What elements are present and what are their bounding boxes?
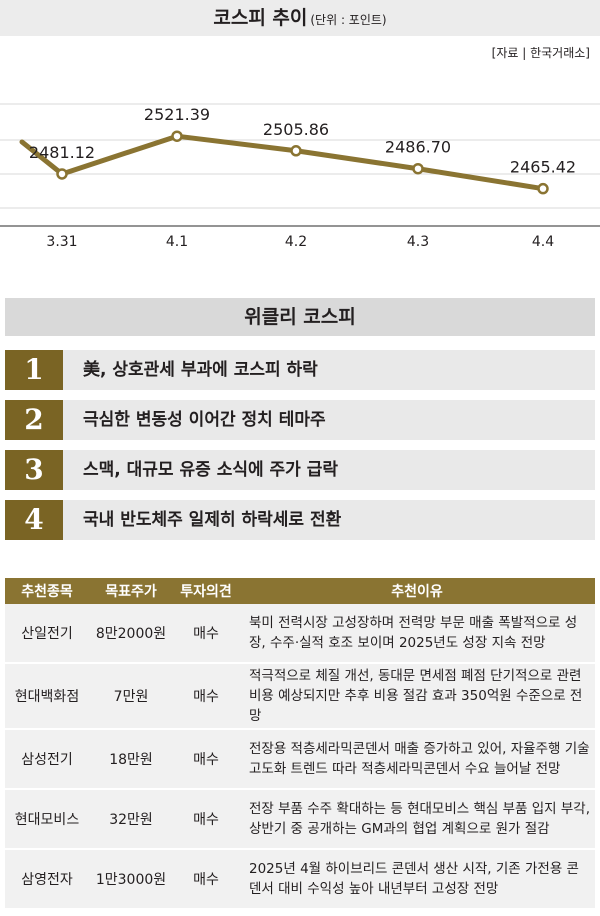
target-cell: 18만원 xyxy=(89,729,173,790)
target-cell: 1만3000원 xyxy=(89,849,173,908)
data-point xyxy=(537,182,549,195)
opinion-cell: 매수 xyxy=(173,789,239,850)
opinion-cell: 매수 xyxy=(173,729,239,790)
rank-badge: 3 xyxy=(5,450,63,490)
data-label: 2465.42 xyxy=(510,158,576,177)
opinion-cell: 매수 xyxy=(173,849,239,908)
rank-badge: 2 xyxy=(5,400,63,440)
chart-title: 코스피 추이 xyxy=(213,7,308,29)
stock-cell: 삼성전기 xyxy=(5,729,89,790)
target-cell: 7만원 xyxy=(89,663,173,730)
stock-cell: 현대모비스 xyxy=(5,789,89,850)
x-tick-label: 3.31 xyxy=(46,234,77,250)
header-stock: 추천종목 xyxy=(5,578,89,604)
data-point xyxy=(412,162,424,175)
recommendation-table: 추천종목 목표주가 투자의견 추천이유 산일전기 8만2000원 매수 북미 전… xyxy=(5,578,595,908)
opinion-cell: 매수 xyxy=(173,663,239,730)
data-point xyxy=(171,130,183,142)
rank-headline: 국내 반도체주 일제히 하락세로 전환 xyxy=(83,510,342,530)
weekly-item-4: 4 국내 반도체주 일제히 하락세로 전환 xyxy=(5,500,595,540)
data-label: 2481.12 xyxy=(29,143,95,162)
x-tick-label: 4.4 xyxy=(532,234,554,250)
data-label: 2486.70 xyxy=(385,138,451,157)
table-row: 삼영전자 1만3000원 매수 2025년 4월 하이브리드 콘덴서 생산 시작… xyxy=(5,849,595,908)
reason-cell: 북미 전력시장 고성장하며 전력망 부문 매출 폭발적으로 성장, 수주·실적 … xyxy=(239,604,595,664)
chart-unit: (단위 : 포인트) xyxy=(310,13,387,27)
reason-cell: 전장용 적층세라믹콘덴서 매출 증가하고 있어, 자율주행 기술 고도화 트렌드… xyxy=(239,729,595,790)
stock-cell: 현대백화점 xyxy=(5,663,89,730)
reason-cell: 전장 부품 수주 확대하는 등 현대모비스 핵심 부품 입지 부각, 상반기 중… xyxy=(239,789,595,850)
header-opinion: 투자의견 xyxy=(173,578,239,604)
table-row: 현대백화점 7만원 매수 적극적으로 체질 개선, 동대문 면세점 폐점 단기적… xyxy=(5,663,595,730)
table-row: 산일전기 8만2000원 매수 북미 전력시장 고성장하며 전력망 부문 매출 … xyxy=(5,604,595,664)
rank-headline: 스맥, 대규모 유증 소식에 주가 급락 xyxy=(83,460,339,480)
series-line xyxy=(19,133,546,192)
data-label: 2521.39 xyxy=(144,105,210,124)
stock-cell: 삼영전자 xyxy=(5,849,89,908)
table-row: 현대모비스 32만원 매수 전장 부품 수주 확대하는 등 현대모비스 핵심 부… xyxy=(5,789,595,850)
weekly-item-3: 3 스맥, 대규모 유증 소식에 주가 급락 xyxy=(5,450,595,490)
rank-badge: 4 xyxy=(5,500,63,540)
reason-cell: 적극적으로 체질 개선, 동대문 면세점 폐점 단기적으로 관련 비용 예상되지… xyxy=(239,663,595,730)
data-point xyxy=(56,168,68,180)
target-cell: 8만2000원 xyxy=(89,604,173,664)
table-header-row: 추천종목 목표주가 투자의견 추천이유 xyxy=(5,578,595,604)
weekly-item-2: 2 극심한 변동성 이어간 정치 테마주 xyxy=(5,400,595,440)
x-tick-label: 4.1 xyxy=(166,234,188,250)
stock-cell: 산일전기 xyxy=(5,604,89,664)
header-reason: 추천이유 xyxy=(239,578,595,604)
data-point xyxy=(290,145,302,157)
weekly-item-1: 1 美, 상호관세 부과에 코스피 하락 xyxy=(5,350,595,390)
header-target: 목표주가 xyxy=(89,578,173,604)
source-label: [자료 | 한국거래소] xyxy=(491,46,590,60)
rank-badge: 1 xyxy=(5,350,63,390)
weekly-title: 위클리 코스피 xyxy=(5,298,595,336)
x-tick-label: 4.2 xyxy=(285,234,307,250)
chart-title-bar: 코스피 추이 (단위 : 포인트) xyxy=(0,0,600,36)
opinion-cell: 매수 xyxy=(173,604,239,664)
rank-headline: 美, 상호관세 부과에 코스피 하락 xyxy=(83,360,318,380)
reason-cell: 2025년 4월 하이브리드 콘덴서 생산 시작, 기존 가전용 콘덴서 대비 … xyxy=(239,849,595,908)
target-cell: 32만원 xyxy=(89,789,173,850)
kospi-line-chart: 2481.12 3.31 2521.39 4.1 2505.86 4.2 2486.70 4.… xyxy=(0,103,600,250)
rank-headline: 극심한 변동성 이어간 정치 테마주 xyxy=(83,410,326,430)
table-row: 삼성전기 18만원 매수 전장용 적층세라믹콘덴서 매출 증가하고 있어, 자율… xyxy=(5,729,595,790)
data-label: 2505.86 xyxy=(263,120,329,139)
x-tick-label: 4.3 xyxy=(407,234,429,250)
